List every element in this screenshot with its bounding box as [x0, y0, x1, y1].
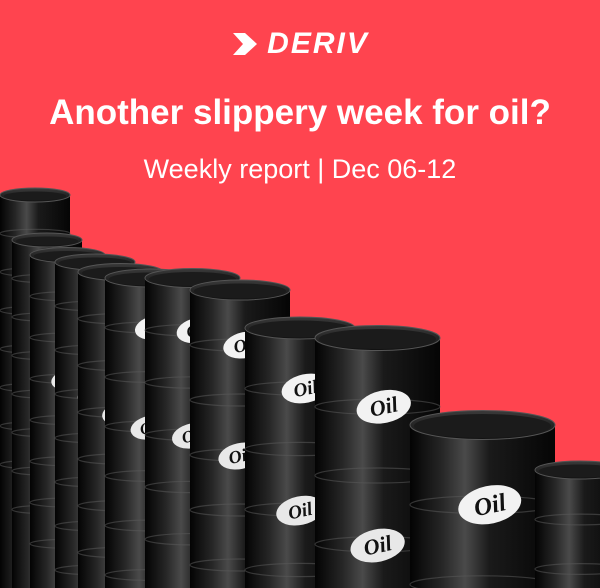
oil-label-text: Oil [472, 489, 509, 522]
oil-label-text: Oil [286, 499, 315, 525]
oil-label: Oil [458, 485, 522, 525]
brand-name: DERIV [267, 27, 369, 60]
oil-label: Oil [276, 495, 324, 526]
oil-label-text: Oil [361, 530, 395, 560]
deriv-chevron-logo-icon [233, 33, 258, 55]
oil-label: Oil [356, 389, 411, 424]
oil-barrel [534, 460, 600, 588]
oil-label: Oil [350, 528, 405, 563]
oil-barrel: Oil [409, 410, 556, 588]
headline: Another slippery week for oil? [49, 93, 551, 132]
brand-logo: DERIV [0, 29, 600, 59]
subheadline: Weekly report | Dec 06-12 [143, 154, 457, 184]
oil-label-text: Oil [367, 391, 401, 421]
